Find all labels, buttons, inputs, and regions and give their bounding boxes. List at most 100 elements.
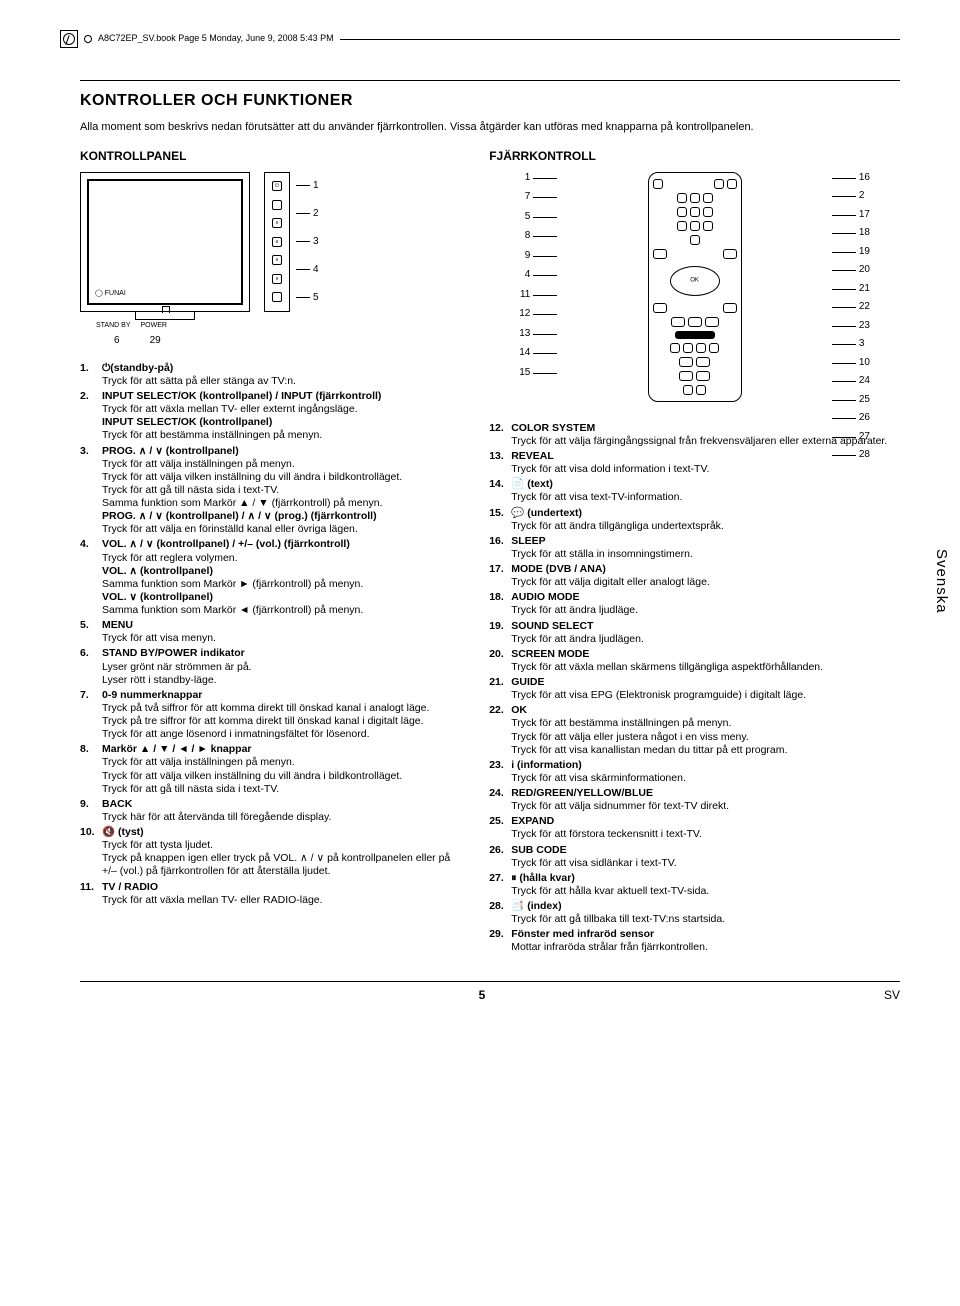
item-desc: Tryck för att välja vilken inställning d… [102, 471, 402, 483]
panel-callouts: 1 2 3 4 5 [296, 172, 319, 312]
item-desc: Tryck för att välja en förinställd kanal… [102, 523, 358, 535]
item-body: ⏸ (hålla kvar)Tryck för att hålla kvar a… [511, 872, 900, 898]
remote-callout: 1 [519, 172, 557, 185]
list-item: 26.SUB CODETryck för att visa sidlänkar … [489, 844, 900, 870]
remote-callout: 10 [832, 357, 870, 370]
right-column: FJÄRRKONTROLL 1758941112131415 162171819… [489, 149, 900, 957]
tv-stand [135, 312, 195, 320]
item-number: 26. [489, 844, 511, 870]
item-desc: Tryck på två siffror för att komma direk… [102, 702, 429, 714]
item-desc: Lyser grönt när strömmen är på. [102, 661, 252, 673]
remote-callout: 14 [519, 347, 557, 360]
item-number: 9. [80, 798, 102, 824]
remote-illustration [648, 172, 742, 402]
item-body: Markör ▲ / ▼ / ◄ / ► knapparTryck för at… [102, 743, 459, 796]
panel-btn-5 [272, 292, 282, 302]
item-body: 📄 (text)Tryck för att visa text-TV-infor… [511, 478, 900, 504]
item-body: ⏻(standby-på)Tryck för att sätta på elle… [102, 362, 459, 388]
list-item: 21.GUIDETryck för att visa EPG (Elektron… [489, 676, 900, 702]
list-item: 22.OKTryck för att bestämma inställninge… [489, 704, 900, 757]
item-number: 27. [489, 872, 511, 898]
item-desc: Tryck för att bestämma inställningen på … [511, 717, 731, 729]
dpad-icon [670, 266, 720, 296]
list-item: 2.INPUT SELECT/OK (kontrollpanel) / INPU… [80, 390, 459, 443]
item-body: Fönster med infraröd sensorMottar infrar… [511, 928, 900, 954]
power-label: POWER [141, 322, 167, 331]
item-body: GUIDETryck för att visa EPG (Elektronisk… [511, 676, 900, 702]
item-desc: Tryck för att visa skärminformationen. [511, 772, 686, 784]
remote-callout: 11 [519, 289, 557, 302]
item-desc: Tryck för att visa menyn. [102, 632, 216, 644]
list-item: 3.PROG. ∧ / ∨ (kontrollpanel) Tryck för a… [80, 445, 459, 537]
item-desc: Samma funktion som Markör ◄ (fjärrkontro… [102, 604, 363, 616]
item-title: SOUND SELECT [511, 620, 593, 632]
item-number: 25. [489, 815, 511, 841]
remote-callout: 28 [832, 449, 870, 462]
item-title: INPUT SELECT/OK (kontrollpanel) / INPUT … [102, 390, 381, 402]
item-desc: Tryck för att välja eller justera något … [511, 731, 749, 743]
callout-6: 6 [114, 335, 120, 348]
page-footer: 5 SV [80, 981, 900, 1003]
item-title: SCREEN MODE [511, 648, 589, 660]
remote-callout: 7 [519, 191, 557, 204]
item-desc: Tryck på tre siffror för att komma direk… [102, 715, 424, 727]
item-desc: Tryck för att ändra tillgängliga underte… [511, 520, 724, 532]
item-number: 20. [489, 648, 511, 674]
left-instruction-list: 1.⏻(standby-på)Tryck för att sätta på el… [80, 362, 459, 907]
item-number: 12. [489, 422, 511, 448]
list-item: 25.EXPANDTryck för att förstora teckensn… [489, 815, 900, 841]
item-number: 14. [489, 478, 511, 504]
binder-hole-icon [84, 35, 92, 43]
item-body: BACKTryck här för att återvända till för… [102, 798, 459, 824]
callout-4: 4 [296, 264, 319, 277]
list-item: 28.📑 (index)Tryck för att gå tillbaka ti… [489, 900, 900, 926]
tv-illustration: ◯ FUNAI [80, 172, 250, 312]
list-item: 20.SCREEN MODETryck för att växla mellan… [489, 648, 900, 674]
item-desc: Mottar infraröda strålar från fjärrkontr… [511, 941, 708, 953]
item-title: BACK [102, 798, 132, 810]
page-title: KONTROLLER OCH FUNKTIONER [80, 91, 900, 111]
item-title: Markör ▲ / ▼ / ◄ / ► knappar [102, 743, 252, 755]
item-body: 🔇 (tyst)Tryck för att tysta ljudet.Tryck… [102, 826, 459, 879]
list-item: 5.MENUTryck för att visa menyn. [80, 619, 459, 645]
remote-callout: 17 [832, 209, 870, 222]
remote-callout: 21 [832, 283, 870, 296]
list-item: 24.RED/GREEN/YELLOW/BLUETryck för att vä… [489, 787, 900, 813]
remote-callout: 16 [832, 172, 870, 185]
item-desc: Tryck för att tysta ljudet. [102, 839, 213, 851]
remote-callout: 27 [832, 431, 870, 444]
item-title: PROG. ∧ / ∨ (kontrollpanel) [102, 445, 239, 457]
item-body: INPUT SELECT/OK (kontrollpanel) / INPUT … [102, 390, 459, 443]
footer-lang: SV [884, 988, 900, 1003]
panel-btn-4b: ∨ [272, 274, 282, 284]
item-number: 1. [80, 362, 102, 388]
top-rule [80, 80, 900, 81]
remote-callout: 15 [519, 367, 557, 380]
item-body: SOUND SELECTTryck för att ändra ljudläge… [511, 620, 900, 646]
right-instruction-list: 12.COLOR SYSTEMTryck för att välja färgi… [489, 422, 900, 955]
list-item: 8.Markör ▲ / ▼ / ◄ / ► knapparTryck för … [80, 743, 459, 796]
remote-callout: 8 [519, 230, 557, 243]
item-number: 3. [80, 445, 102, 537]
item-body: 0-9 nummerknapparTryck på två siffror fö… [102, 689, 459, 742]
item-desc: Tryck för att ändra ljudlägen. [511, 633, 644, 645]
kontrollpanel-heading: KONTROLLPANEL [80, 149, 459, 164]
remote-callout: 20 [832, 264, 870, 277]
page-number: 5 [479, 988, 486, 1003]
remote-right-callouts: 162171819202122233102425262728 [832, 172, 870, 468]
remote-callout: 22 [832, 301, 870, 314]
item-title: Fönster med infraröd sensor [511, 928, 654, 940]
list-item: 19.SOUND SELECTTryck för att ändra ljudl… [489, 620, 900, 646]
list-item: 7.0-9 nummerknapparTryck på två siffror … [80, 689, 459, 742]
language-side-tab: Svenska [931, 549, 950, 614]
item-number: 6. [80, 647, 102, 686]
item-title: OK [511, 704, 527, 716]
item-number: 24. [489, 787, 511, 813]
remote-callout: 2 [832, 190, 870, 203]
item-body: RED/GREEN/YELLOW/BLUETryck för att välja… [511, 787, 900, 813]
item-title: VOL. ∧ / ∨ (kontrollpanel) / +/– (vol.) … [102, 538, 350, 550]
item-desc: Tryck för att bestämma inställningen på … [102, 429, 322, 441]
remote-callout: 12 [519, 308, 557, 321]
item-number: 8. [80, 743, 102, 796]
callout-2: 2 [296, 208, 319, 221]
